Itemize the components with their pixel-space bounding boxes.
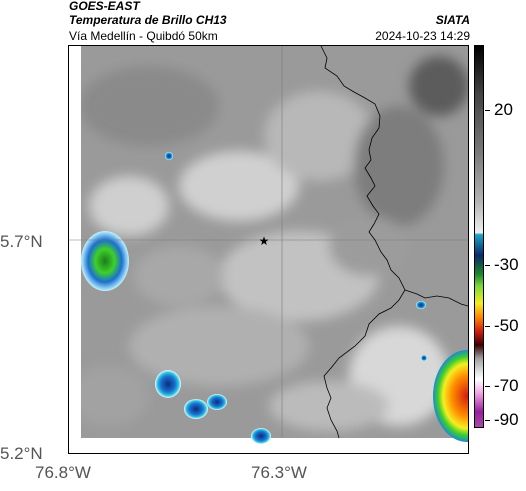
datetime-label: 2024-10-23 14:29 (375, 29, 470, 43)
lon-label-76.8: 76.8°W (35, 463, 91, 482)
cold-cloud-north (165, 152, 173, 160)
cold-cloud-south-2 (184, 399, 208, 419)
colorbar-tick (485, 265, 490, 266)
cloud-field (69, 56, 468, 431)
colorbar (474, 45, 484, 428)
area-label: Vía Medellín - Quibdó 50km (69, 29, 218, 43)
cold-cloud-east (416, 301, 426, 309)
satellite-map: ★ (69, 46, 468, 453)
star-marker: ★ (259, 234, 270, 248)
cold-cloud-west (81, 231, 129, 291)
department-border (320, 46, 406, 439)
colorbar-tick (485, 420, 490, 421)
map-frame: ★ (68, 45, 469, 454)
colorbar-label-minus70: -70 (494, 376, 519, 395)
lat-label-5.2: 5.2°N (0, 444, 43, 463)
product-title: Temperatura de Brillo CH13 (69, 13, 227, 27)
lon-label-76.3: 76.3°W (251, 463, 307, 482)
lat-label-5.7: 5.7°N (0, 232, 43, 251)
satellite-title: GOES-EAST (69, 0, 140, 13)
colorbar-label-minus50: -50 (494, 316, 519, 335)
cold-cloud-south-4 (251, 428, 271, 444)
colorbar-label-20: 20 (494, 100, 513, 119)
colorbar-tick (485, 386, 490, 387)
cold-cloud-south-3 (207, 394, 227, 410)
colorbar-tick (485, 110, 490, 111)
cold-cloud-south-1 (155, 370, 181, 398)
colorbar-label-minus30: -30 (494, 255, 519, 274)
convective-core-east (433, 350, 468, 442)
colorbar-label-minus90: -90 (494, 410, 519, 429)
colorbar-tick (485, 326, 490, 327)
source-label: SIATA (435, 13, 470, 27)
